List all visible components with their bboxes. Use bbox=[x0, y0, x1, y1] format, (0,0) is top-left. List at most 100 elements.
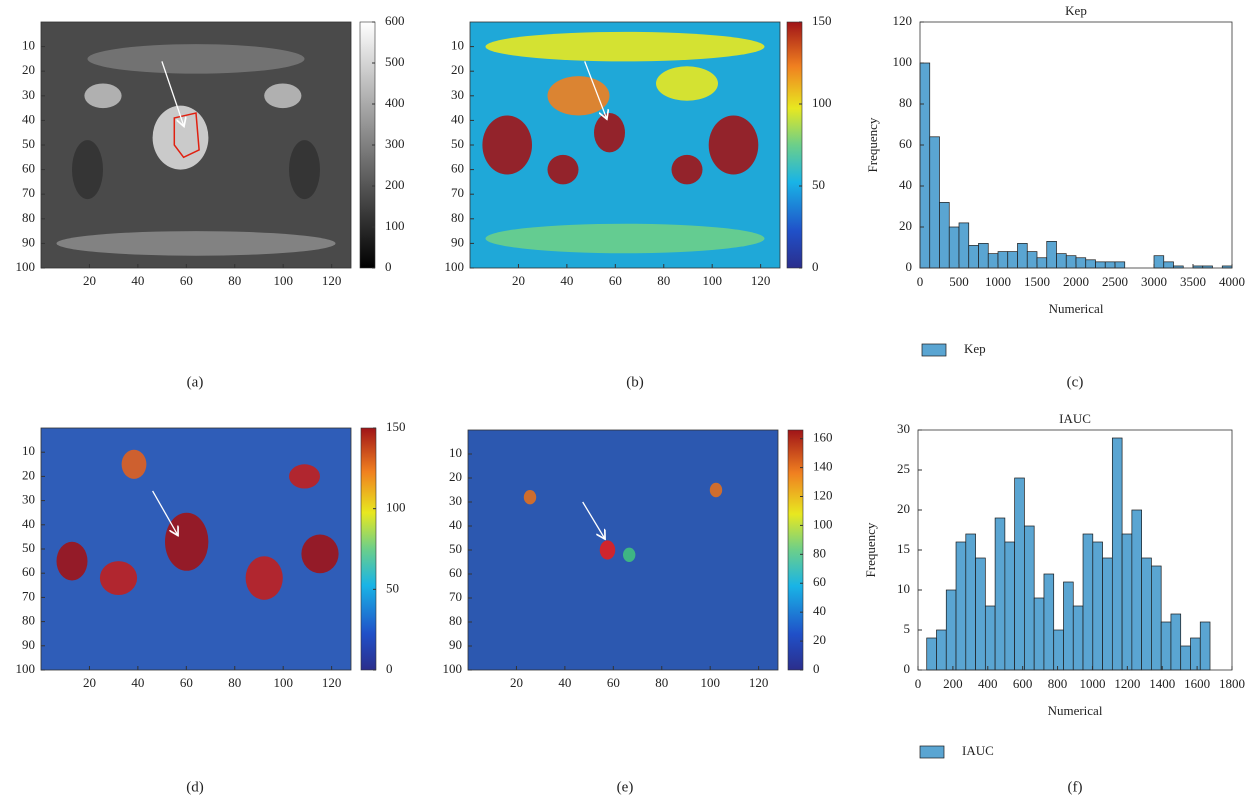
x-tick-label: 100 bbox=[702, 273, 722, 288]
histogram-bar bbox=[1141, 557, 1152, 671]
histogram-bar bbox=[1033, 597, 1045, 671]
y-tick-label: 30 bbox=[451, 87, 464, 102]
y-tick-label: 70 bbox=[449, 589, 462, 604]
histogram-bar bbox=[1036, 257, 1048, 269]
histogram-bar bbox=[1014, 477, 1025, 671]
y-tick-label: 10 bbox=[22, 443, 35, 458]
y-tick-label: 100 bbox=[443, 661, 463, 676]
y-tick-label: 80 bbox=[451, 210, 464, 225]
x-tick-label: 0 bbox=[917, 274, 924, 289]
y-tick-label: 90 bbox=[22, 234, 35, 249]
histogram-bar bbox=[1153, 255, 1165, 269]
y-tick-label: 30 bbox=[22, 87, 35, 102]
image-region bbox=[245, 556, 283, 600]
histogram-bar bbox=[1163, 261, 1174, 269]
colorbar-tick-label: 20 bbox=[813, 632, 826, 647]
image-region bbox=[56, 541, 88, 581]
colorbar-tick-label: 120 bbox=[813, 487, 833, 502]
y-tick-label: 60 bbox=[22, 161, 35, 176]
x-tick-label: 120 bbox=[322, 273, 342, 288]
histogram-bar bbox=[926, 637, 937, 671]
image bbox=[41, 22, 351, 268]
histogram-bar bbox=[968, 245, 979, 269]
x-tick-label: 60 bbox=[607, 675, 620, 690]
histogram-bar bbox=[1199, 621, 1211, 671]
histogram-bar bbox=[1026, 251, 1038, 269]
x-tick-label: 500 bbox=[949, 274, 969, 289]
x-tick-label: 600 bbox=[1013, 676, 1033, 691]
y-tick-label: 80 bbox=[22, 210, 35, 225]
x-tick-label: 80 bbox=[228, 273, 241, 288]
colorbar-tick-label: 0 bbox=[812, 259, 819, 274]
x-tick-label: 1500 bbox=[1024, 274, 1050, 289]
y-tick-label: 20 bbox=[22, 62, 35, 77]
x-tick-label: 60 bbox=[180, 273, 193, 288]
x-tick-label: 40 bbox=[131, 675, 144, 690]
x-tick-label: 1000 bbox=[985, 274, 1011, 289]
image-region bbox=[87, 44, 305, 74]
image-region bbox=[165, 512, 209, 571]
panel-label: (b) bbox=[626, 374, 644, 390]
colorbar-tick-label: 600 bbox=[385, 13, 405, 28]
colorbar bbox=[786, 21, 803, 269]
colorbar-tick-label: 100 bbox=[386, 500, 406, 515]
image-region bbox=[656, 66, 718, 101]
colorbar-tick-label: 0 bbox=[385, 259, 392, 274]
x-tick-label: 4000 bbox=[1219, 274, 1245, 289]
image-region bbox=[547, 76, 610, 116]
x-tick-label: 0 bbox=[915, 676, 922, 691]
x-tick-label: 80 bbox=[657, 273, 670, 288]
histogram-bar bbox=[1046, 241, 1057, 269]
histogram-bar bbox=[948, 226, 960, 269]
x-tick-label: 20 bbox=[512, 273, 525, 288]
colorbar-tick-label: 200 bbox=[385, 177, 405, 192]
y-tick-label: 50 bbox=[22, 540, 35, 555]
histogram-bar bbox=[1160, 621, 1172, 671]
y-tick-label: 20 bbox=[897, 501, 910, 516]
histogram-bar bbox=[1056, 253, 1067, 269]
image bbox=[41, 428, 351, 670]
y-tick-label: 50 bbox=[22, 136, 35, 151]
x-tick-label: 80 bbox=[655, 675, 668, 690]
image-region bbox=[264, 83, 302, 109]
x-tick-label: 1400 bbox=[1149, 676, 1175, 691]
colorbar bbox=[787, 429, 804, 671]
histogram-bar bbox=[945, 589, 957, 671]
legend-label: Kep bbox=[964, 341, 986, 356]
image-region bbox=[301, 534, 339, 574]
y-tick-label: 120 bbox=[893, 13, 913, 28]
y-tick-label: 60 bbox=[22, 564, 35, 579]
histogram-bar bbox=[994, 517, 1006, 671]
histogram-bar bbox=[1092, 541, 1103, 671]
colorbar-tick-label: 60 bbox=[813, 574, 826, 589]
y-axis-label: Frequency bbox=[863, 522, 878, 577]
y-tick-label: 50 bbox=[449, 541, 462, 556]
colorbar-tick-label: 100 bbox=[385, 218, 405, 233]
image-region bbox=[709, 482, 723, 498]
x-tick-label: 3500 bbox=[1180, 274, 1206, 289]
x-tick-label: 20 bbox=[83, 273, 96, 288]
arrow bbox=[582, 501, 605, 538]
x-tick-label: 120 bbox=[751, 273, 771, 288]
histogram-bar bbox=[1043, 573, 1055, 671]
panel-label: (f) bbox=[1068, 779, 1083, 795]
histogram-bar bbox=[1004, 541, 1015, 671]
colorbar-tick-label: 150 bbox=[386, 419, 406, 434]
y-tick-label: 70 bbox=[451, 185, 464, 200]
histogram-bar bbox=[1082, 533, 1094, 671]
y-tick-label: 60 bbox=[451, 161, 464, 176]
histogram-bar bbox=[1114, 261, 1126, 269]
histogram-bar bbox=[987, 253, 999, 269]
colorbar-tick-label: 80 bbox=[813, 545, 826, 560]
histogram-bar bbox=[1131, 509, 1142, 671]
x-axis-label: Numerical bbox=[1049, 301, 1104, 316]
y-tick-label: 20 bbox=[899, 218, 912, 233]
legend-swatch bbox=[921, 343, 947, 357]
histogram-bar bbox=[1007, 251, 1018, 269]
colorbar-tick-label: 140 bbox=[813, 459, 833, 474]
x-tick-label: 60 bbox=[180, 675, 193, 690]
chart-title: Kep bbox=[1065, 3, 1087, 18]
y-tick-label: 5 bbox=[904, 621, 911, 636]
y-tick-label: 60 bbox=[449, 565, 462, 580]
histogram-bar bbox=[978, 243, 989, 269]
